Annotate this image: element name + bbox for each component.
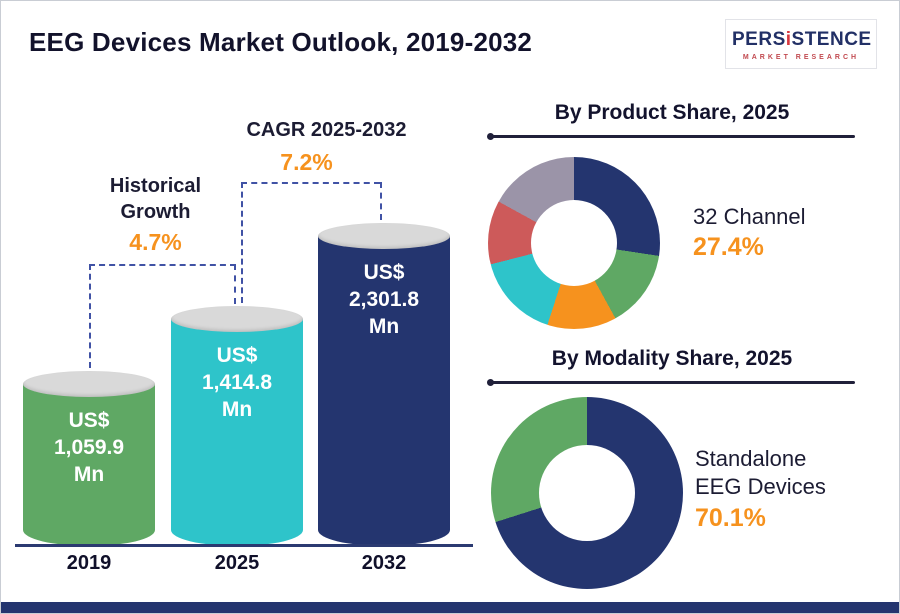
bar-2025-value-line1: US$ [216,344,258,367]
product-highlight-label: 32 Channel [693,204,806,229]
year-label-2025: 2025 [214,552,260,574]
bar-2032-value-line3: Mn [368,315,400,338]
bar-2025-value-line3: Mn [221,398,253,421]
product-highlight-value: 27.4% [693,233,764,261]
modality-highlight-label: Standalone EEG Devices [695,445,890,501]
cagr-connector-left-leg [241,182,243,303]
year-label-2019: 2019 [66,552,112,574]
product-share-donut-chart [488,157,660,329]
bar-2032-value-label: US$ 2,301.8 Mn [318,259,450,340]
bar-2025-body [171,319,303,546]
cagr-label: CAGR 2025-2032 [234,117,419,143]
section-title-product-share: By Product Share, 2025 [554,101,790,124]
historical-growth-connector-right-leg [234,264,236,304]
section-rule-modality-share [487,379,855,386]
bar-2019-value-line1: US$ [68,409,110,432]
modality-highlight-label-line2: EEG Devices [695,474,826,499]
bar-2025-value-line2: 1,414.8 [201,371,273,394]
modality-share-donut-chart [491,397,683,589]
cagr-label-line1: CAGR 2025-2032 [246,119,407,141]
modality-highlight-label-line1: Standalone [695,446,807,471]
logo-brand-part3: STENCE [791,29,872,50]
year-label-2032: 2032 [361,552,407,574]
bar-2025-value-label: US$ 1,414.8 Mn [171,342,303,423]
bar-2032-value-line1: US$ [363,261,405,284]
modality-highlight-value: 70.1% [695,504,766,532]
section-title-modality-share: By Modality Share, 2025 [551,347,793,370]
bar-2019-value-line3: Mn [73,463,105,486]
historical-growth-value: 4.7% [129,229,182,255]
historical-growth-label-line1: Historical [109,175,202,197]
page-title: EEG Devices Market Outlook, 2019-2032 [29,27,533,57]
footer-bar [1,602,899,613]
bar-2019: US$ 1,059.9 Mn [23,371,155,546]
historical-growth-label: Historical Growth [73,173,238,225]
axis-baseline [15,544,473,547]
historical-growth-label-line2: Growth [120,201,191,223]
bar-2032-value-line2: 2,301.8 [348,288,420,311]
bar-2019-cap [23,371,155,397]
logo-brand-part2: i [785,29,792,50]
bar-2019-value-line2: 1,059.9 [53,436,125,459]
bar-2032-body [318,236,450,546]
bar-2025-cap [171,306,303,332]
historical-growth-connector-left-leg [89,264,91,368]
cagr-connector [241,182,380,184]
bar-2019-body [23,384,155,546]
logo-subtitle: MARKET RESEARCH [742,54,860,61]
bar-2025: US$ 1,414.8 Mn [171,306,303,546]
cagr-connector-right-leg [380,182,382,220]
bar-2032-cap [318,223,450,249]
logo-brand-text: PERSiSTENCE [732,29,872,51]
logo-brand-part1: PERS [732,29,786,50]
section-rule-product-share [487,133,855,140]
bar-2019-value-label: US$ 1,059.9 Mn [23,407,155,488]
brand-logo: PERSiSTENCE MARKET RESEARCH [725,19,877,69]
bar-2032: US$ 2,301.8 Mn [318,223,450,546]
cagr-value: 7.2% [280,149,333,175]
historical-growth-connector [89,264,236,266]
